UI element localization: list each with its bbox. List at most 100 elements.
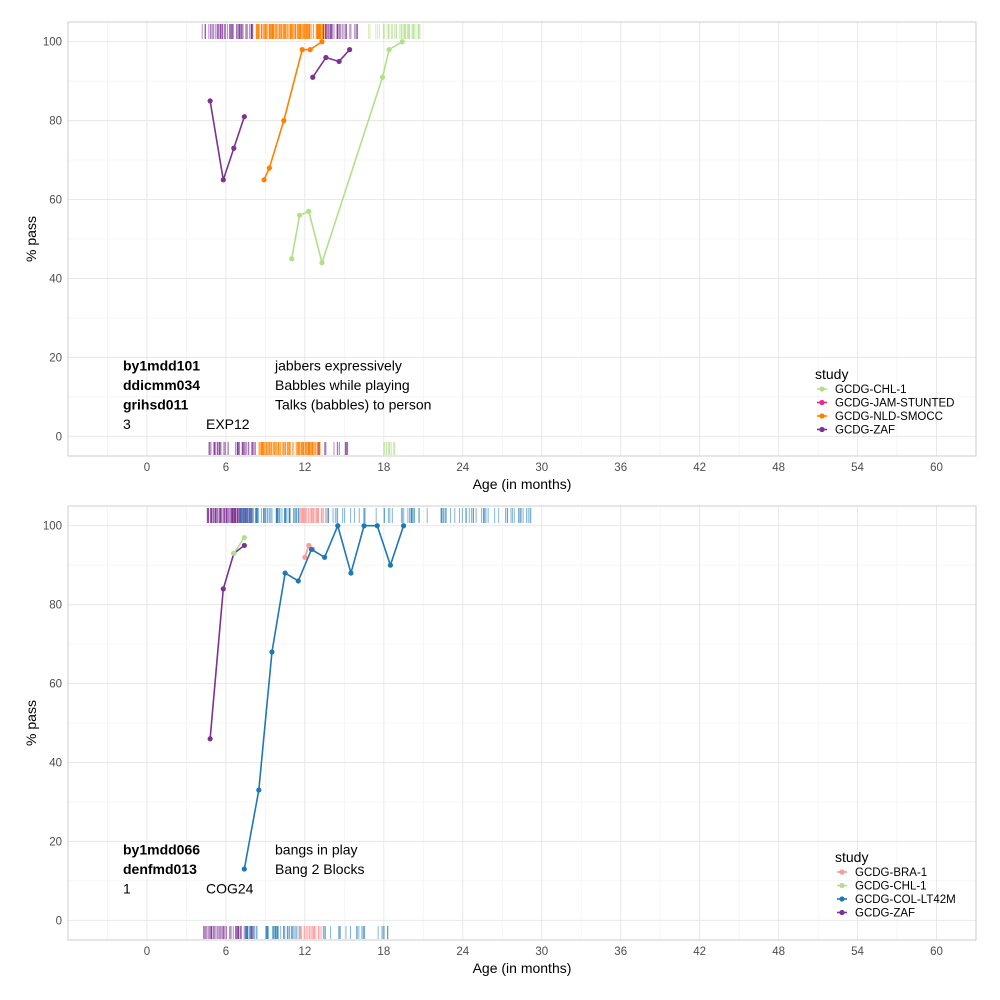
y-tick-label: 40: [49, 757, 62, 769]
legend-label: GCDG-NLD-SMOCC: [835, 411, 943, 423]
y-tick-label: 60: [49, 679, 62, 691]
legend-label: GCDG-COL-LT42M: [855, 894, 956, 906]
series-line: [209, 544, 245, 739]
data-point: [347, 47, 353, 53]
data-point: [302, 554, 308, 560]
legend-key-point: [819, 386, 825, 392]
legend-label: GCDG-CHL-1: [835, 384, 907, 396]
item-code: by1mdd101: [123, 357, 200, 373]
series-gcdg-chl-1: [289, 39, 405, 266]
item-annotation: by1mdd066 bangs in play denfmd013 Bang 2 Bl…: [123, 841, 365, 896]
x-tick-label: 48: [772, 462, 785, 474]
series-gcdg-zaf: [207, 98, 247, 183]
data-point: [282, 570, 288, 576]
y-tick-label: 80: [49, 600, 62, 612]
rug-marks: [201, 24, 421, 455]
data-point: [295, 578, 301, 584]
item-code: ddicmm034: [123, 377, 200, 393]
data-point: [220, 177, 226, 183]
y-tick-label: 100: [43, 37, 62, 49]
legend-key-point: [839, 896, 845, 902]
panel-border: [67, 505, 977, 941]
item-count: 3: [123, 416, 131, 432]
data-point: [241, 866, 247, 872]
panel-1: 0 6 12 18 24 30 36 42 48 54 60 0 20 40 60 80 100 Age (in …: [23, 21, 977, 492]
x-tick-label: 0: [144, 462, 150, 474]
y-axis-title: % pass: [23, 700, 39, 746]
x-tick-label: 42: [693, 462, 706, 474]
x-tick-label: 24: [456, 462, 469, 474]
x-tick-label: 12: [298, 462, 311, 474]
data-point: [335, 523, 341, 529]
data-point: [299, 47, 305, 53]
legend-label: GCDG-ZAF: [855, 908, 915, 920]
x-tick-label: 36: [614, 462, 627, 474]
data-point: [400, 523, 407, 529]
item-count: 1: [123, 880, 131, 896]
series-gcdg-chl-1: [231, 534, 247, 556]
legend-key-point: [819, 413, 825, 419]
data-point: [220, 586, 226, 592]
data-point: [261, 177, 267, 183]
panel-border: [67, 21, 977, 457]
rug-marks: [203, 508, 532, 939]
y-tick-label: 20: [49, 836, 62, 848]
data-point: [319, 39, 325, 45]
data-point: [306, 208, 312, 214]
item-domain: COG24: [206, 880, 254, 896]
data-point: [386, 47, 392, 53]
series-line: [290, 41, 403, 266]
series-line: [243, 523, 405, 870]
data-point: [207, 98, 213, 104]
data-point: [361, 523, 367, 529]
gridlines: [68, 506, 976, 940]
series-gcdg-col-lt42m: [241, 523, 407, 872]
legend-title: study: [835, 849, 868, 865]
item-code: by1mdd066: [123, 841, 200, 857]
x-tick-label: 12: [298, 946, 311, 958]
data-point: [379, 74, 386, 80]
data-point: [323, 54, 329, 61]
data-point: [266, 165, 272, 171]
legend-key-point: [839, 909, 845, 916]
y-tick-label: 0: [56, 915, 62, 927]
x-tick-label: 42: [693, 946, 706, 958]
data-point: [319, 260, 325, 266]
data-point: [231, 550, 237, 556]
data-point: [269, 649, 275, 655]
x-tick-label: 6: [223, 462, 229, 474]
item-label: jabbers expressively: [274, 357, 402, 373]
data-point: [348, 570, 354, 576]
data-point: [207, 736, 213, 742]
data-point: [241, 534, 247, 541]
data-point: [374, 523, 380, 529]
legend-label: GCDG-JAM-STUNTED: [835, 398, 954, 410]
x-tick-label: 54: [851, 946, 864, 958]
x-tick-label: 54: [851, 462, 864, 474]
data-point: [289, 256, 295, 262]
data-point: [306, 542, 312, 549]
data-point: [310, 74, 316, 80]
data-point: [241, 542, 247, 549]
item-annotation: by1mdd101 jabbers expressively ddicmm034 Ba…: [123, 357, 431, 432]
legend-key-point: [839, 869, 845, 875]
x-axis-title: Age (in months): [473, 476, 572, 492]
x-tick-label: 30: [535, 946, 548, 958]
legend-key-point: [839, 882, 845, 889]
x-tick-label: 30: [535, 462, 548, 474]
x-tick-label: 24: [456, 946, 469, 958]
y-axis-title: % pass: [23, 216, 39, 262]
data-point: [297, 212, 303, 218]
item-code: grihsd011: [123, 396, 189, 412]
x-tick-label: 60: [930, 946, 943, 958]
x-tick-label: 36: [614, 946, 627, 958]
legend: study GCDG-CHL-1 GCDG-JAM-STUNTEDGCDG-NLD-…: [815, 366, 954, 437]
item-label: Talks (babbles) to person: [275, 396, 431, 412]
legend-title: study: [815, 366, 848, 382]
series-line: [263, 41, 323, 181]
x-tick-label: 18: [377, 946, 390, 958]
data-point: [256, 787, 262, 793]
series-gcdg-zaf: [207, 542, 247, 742]
